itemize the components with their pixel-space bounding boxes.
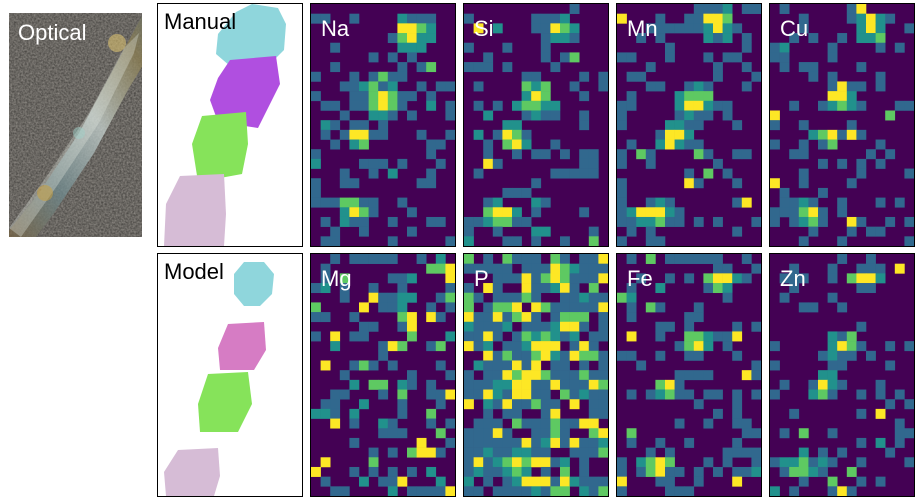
- element-map-p: P: [463, 253, 609, 497]
- model-segment-pink: [164, 448, 220, 496]
- model-segmentation-panel: Model: [157, 253, 303, 497]
- manual-segment-cyan: [216, 4, 286, 66]
- element-map-mn: Mn: [616, 3, 762, 247]
- manual-label: Manual: [164, 9, 237, 34]
- model-segment-magenta: [218, 322, 266, 370]
- element-label-fe: Fe: [627, 266, 653, 291]
- manual-segment-green: [192, 112, 248, 182]
- model-segment-cyan: [234, 262, 274, 306]
- element-label-p: P: [474, 266, 489, 291]
- element-map-si: Si: [463, 3, 609, 247]
- model-segmentation-image: [158, 254, 302, 496]
- element-map-na: Na: [310, 3, 456, 247]
- manual-segmentation-panel: Manual: [157, 3, 303, 247]
- element-label-mg: Mg: [321, 266, 352, 291]
- heatmap-mg: [311, 254, 455, 496]
- element-map-zn: Zn: [769, 253, 915, 497]
- element-map-cu: Cu: [769, 3, 915, 247]
- heatmap-fe: [617, 254, 761, 496]
- heatmap-cu: [770, 4, 914, 246]
- element-label-mn: Mn: [627, 16, 658, 41]
- manual-segmentation-image: [158, 4, 302, 246]
- manual-segment-purple: [210, 56, 280, 128]
- optical-panel: Optical: [9, 13, 142, 237]
- heatmap-si: [464, 4, 608, 246]
- manual-segment-pink: [164, 174, 226, 246]
- element-label-cu: Cu: [780, 16, 809, 41]
- optical-image: [9, 13, 142, 237]
- heatmap-mn: [617, 4, 761, 246]
- model-label: Model: [164, 259, 224, 284]
- element-map-mg: Mg: [310, 253, 456, 497]
- element-label-na: Na: [321, 16, 350, 41]
- model-segment-green: [198, 372, 252, 432]
- element-label-zn: Zn: [780, 266, 806, 291]
- element-map-fe: Fe: [616, 253, 762, 497]
- heatmap-p: [464, 254, 608, 496]
- heatmap-zn: [770, 254, 914, 496]
- element-label-si: Si: [474, 16, 494, 41]
- optical-label: Optical: [18, 20, 87, 45]
- heatmap-na: [311, 4, 455, 246]
